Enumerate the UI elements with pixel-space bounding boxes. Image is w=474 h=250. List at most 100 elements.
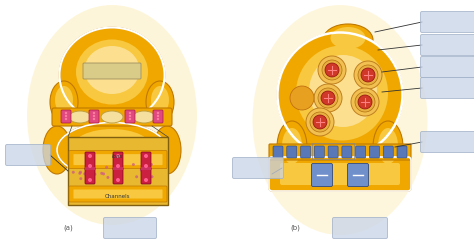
- Ellipse shape: [323, 24, 373, 56]
- Circle shape: [72, 171, 75, 174]
- FancyBboxPatch shape: [328, 146, 338, 158]
- Circle shape: [151, 175, 154, 178]
- FancyBboxPatch shape: [68, 137, 168, 205]
- Bar: [141, 167, 151, 170]
- FancyBboxPatch shape: [233, 158, 283, 178]
- Ellipse shape: [72, 129, 152, 167]
- Circle shape: [157, 112, 159, 114]
- Circle shape: [144, 178, 148, 182]
- Ellipse shape: [27, 5, 197, 225]
- Circle shape: [65, 115, 67, 117]
- Ellipse shape: [373, 121, 403, 173]
- FancyBboxPatch shape: [397, 146, 407, 158]
- Circle shape: [90, 168, 93, 171]
- FancyBboxPatch shape: [420, 34, 474, 56]
- Circle shape: [306, 108, 334, 136]
- Ellipse shape: [76, 40, 148, 104]
- FancyBboxPatch shape: [73, 154, 163, 165]
- Ellipse shape: [101, 111, 123, 123]
- Ellipse shape: [282, 128, 302, 164]
- Circle shape: [132, 163, 135, 166]
- FancyBboxPatch shape: [153, 110, 163, 123]
- FancyBboxPatch shape: [369, 146, 380, 158]
- FancyBboxPatch shape: [342, 146, 352, 158]
- Circle shape: [144, 164, 148, 168]
- Circle shape: [107, 176, 109, 179]
- FancyBboxPatch shape: [125, 110, 135, 123]
- FancyBboxPatch shape: [420, 56, 474, 78]
- Circle shape: [116, 164, 120, 168]
- FancyBboxPatch shape: [141, 152, 151, 170]
- FancyBboxPatch shape: [85, 152, 95, 170]
- FancyBboxPatch shape: [103, 218, 156, 238]
- Ellipse shape: [153, 126, 181, 174]
- Circle shape: [83, 172, 86, 175]
- FancyBboxPatch shape: [89, 110, 99, 123]
- FancyBboxPatch shape: [61, 110, 71, 123]
- Circle shape: [150, 163, 153, 166]
- Circle shape: [135, 175, 138, 178]
- Circle shape: [105, 166, 108, 169]
- Circle shape: [116, 178, 120, 182]
- Circle shape: [318, 56, 346, 84]
- Circle shape: [144, 171, 146, 174]
- FancyBboxPatch shape: [347, 164, 368, 186]
- Circle shape: [144, 154, 148, 158]
- Circle shape: [129, 115, 131, 117]
- Circle shape: [93, 118, 95, 120]
- Circle shape: [145, 174, 147, 177]
- FancyBboxPatch shape: [83, 63, 141, 79]
- Circle shape: [79, 177, 82, 180]
- Circle shape: [129, 112, 131, 114]
- FancyBboxPatch shape: [52, 108, 172, 126]
- Ellipse shape: [57, 122, 167, 178]
- Ellipse shape: [378, 128, 398, 164]
- Ellipse shape: [330, 27, 365, 49]
- Circle shape: [88, 154, 92, 158]
- FancyBboxPatch shape: [420, 132, 474, 152]
- Circle shape: [355, 92, 375, 112]
- Circle shape: [88, 164, 92, 168]
- Ellipse shape: [296, 46, 388, 140]
- Circle shape: [88, 178, 92, 182]
- Text: (b): (b): [290, 225, 300, 231]
- Circle shape: [100, 172, 103, 175]
- Circle shape: [313, 115, 327, 129]
- Circle shape: [157, 118, 159, 120]
- FancyBboxPatch shape: [69, 186, 167, 202]
- Text: Channels: Channels: [105, 194, 131, 200]
- Circle shape: [322, 60, 342, 80]
- Ellipse shape: [133, 111, 155, 123]
- Ellipse shape: [253, 5, 428, 235]
- Circle shape: [93, 112, 95, 114]
- Circle shape: [157, 115, 159, 117]
- FancyBboxPatch shape: [420, 78, 474, 98]
- FancyBboxPatch shape: [85, 168, 95, 184]
- FancyBboxPatch shape: [113, 152, 123, 170]
- Circle shape: [93, 115, 95, 117]
- FancyBboxPatch shape: [332, 218, 388, 238]
- Circle shape: [361, 68, 375, 82]
- Circle shape: [358, 65, 378, 85]
- FancyBboxPatch shape: [141, 168, 151, 184]
- Ellipse shape: [84, 46, 139, 94]
- FancyBboxPatch shape: [280, 163, 400, 185]
- Circle shape: [140, 168, 143, 172]
- Ellipse shape: [309, 55, 377, 127]
- FancyBboxPatch shape: [420, 12, 474, 32]
- FancyBboxPatch shape: [356, 146, 365, 158]
- Ellipse shape: [55, 86, 73, 114]
- Ellipse shape: [43, 126, 71, 174]
- FancyBboxPatch shape: [269, 144, 411, 160]
- Text: Ions: Ions: [112, 154, 124, 158]
- Ellipse shape: [277, 32, 402, 158]
- Circle shape: [144, 176, 146, 179]
- Ellipse shape: [69, 111, 91, 123]
- Circle shape: [290, 86, 314, 110]
- Circle shape: [318, 88, 338, 108]
- Circle shape: [358, 95, 372, 109]
- Circle shape: [65, 118, 67, 120]
- FancyBboxPatch shape: [69, 150, 167, 168]
- Circle shape: [65, 112, 67, 114]
- FancyBboxPatch shape: [287, 146, 297, 158]
